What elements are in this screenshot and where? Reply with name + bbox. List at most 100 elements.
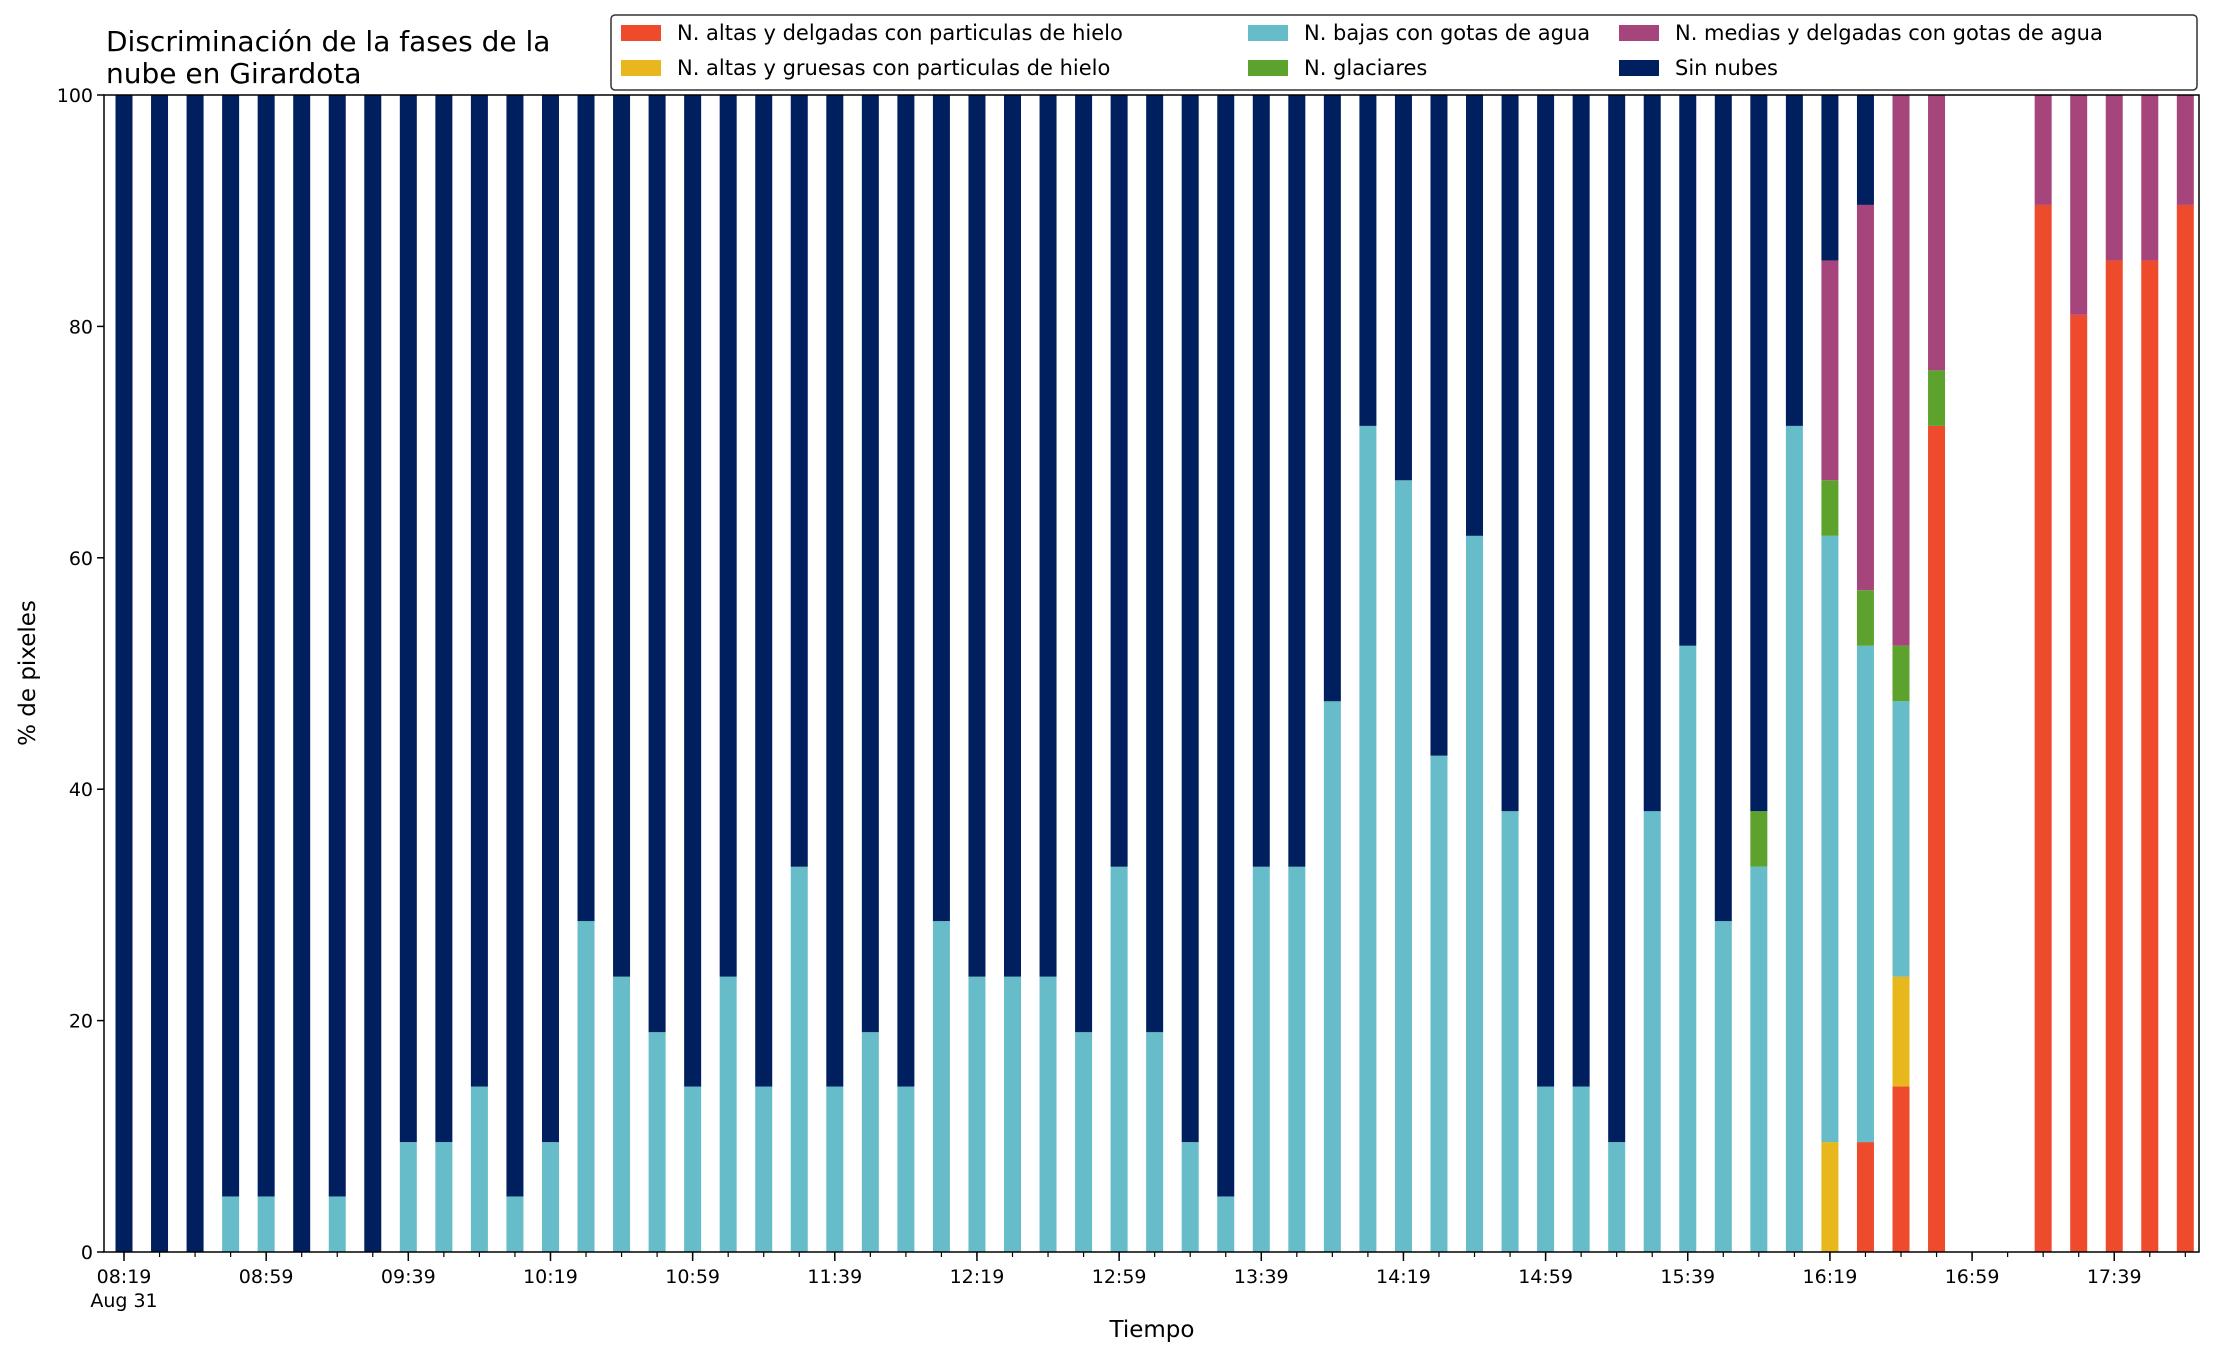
legend-swatch-0 xyxy=(621,25,661,41)
bar-segment-2-37 xyxy=(1430,755,1448,1252)
bar-segment-5-42 xyxy=(1608,95,1626,1143)
x-tick-label-14: 17:39 xyxy=(2087,1266,2142,1288)
bar-segment-2-16 xyxy=(684,1086,702,1252)
bar-segment-0-50 xyxy=(1892,1086,1910,1252)
chart-title-line-1: Discriminación de la fases de la xyxy=(106,25,550,58)
y-axis: 0 20 40 60 80 100 xyxy=(57,85,104,1264)
bar-segment-2-38 xyxy=(1466,535,1484,1252)
bar-segment-5-4 xyxy=(257,95,275,1197)
bar-segment-2-50 xyxy=(1892,701,1910,977)
bar-segment-2-19 xyxy=(790,866,808,1252)
bar-segment-3-50 xyxy=(1892,645,1910,702)
bar-segment-3-49 xyxy=(1856,590,1874,646)
bar-segment-4-56 xyxy=(2105,95,2123,261)
bar-segment-2-27 xyxy=(1075,1032,1093,1252)
legend-label-2: N. bajas con gotas de agua xyxy=(1304,21,1590,45)
bar-segment-2-17 xyxy=(719,976,737,1252)
bar-segment-2-42 xyxy=(1608,1142,1626,1252)
y-tick-label-20: 20 xyxy=(69,1011,93,1033)
plot-frame xyxy=(103,94,2200,1253)
bar-segment-0-57 xyxy=(2141,260,2159,1252)
bar-segment-5-45 xyxy=(1714,95,1732,922)
bar-segment-4-51 xyxy=(1928,95,1946,371)
y-tick-label-0: 0 xyxy=(81,1242,93,1264)
bar-segment-4-50 xyxy=(1892,95,1910,646)
bar-segment-4-57 xyxy=(2141,95,2159,261)
bar-segment-5-24 xyxy=(968,95,986,977)
bar-segment-2-23 xyxy=(932,921,950,1252)
bar-segment-2-46 xyxy=(1750,866,1768,1252)
bar-segment-0-54 xyxy=(2034,204,2052,1252)
bar-segment-2-45 xyxy=(1714,921,1732,1252)
bar-segment-5-38 xyxy=(1466,95,1484,536)
bar-segment-5-21 xyxy=(861,95,879,1033)
bar-segment-0-49 xyxy=(1856,1142,1874,1252)
x-tick-label-6: 12:19 xyxy=(950,1266,1005,1288)
bar-segment-5-28 xyxy=(1110,95,1128,867)
bar-segment-2-43 xyxy=(1643,811,1661,1252)
legend-box xyxy=(610,14,2198,91)
bar-segment-5-1 xyxy=(151,95,169,1252)
bar-segment-2-39 xyxy=(1501,811,1519,1252)
bar-segment-5-33 xyxy=(1288,95,1306,867)
bar-segment-4-55 xyxy=(2070,95,2088,315)
bar-segment-2-20 xyxy=(826,1086,844,1252)
x-tick-label-10: 14:59 xyxy=(1518,1266,1573,1288)
bar-segment-2-40 xyxy=(1537,1086,1555,1252)
bar-segment-2-21 xyxy=(861,1032,879,1252)
bar-segment-5-18 xyxy=(755,95,773,1087)
x-tick-label-1: 08:59 xyxy=(239,1266,294,1288)
bar-segment-5-25 xyxy=(1004,95,1021,977)
bar-segment-3-46 xyxy=(1750,811,1768,867)
bar-segment-4-54 xyxy=(2034,95,2052,205)
bar-segment-2-35 xyxy=(1359,425,1377,1252)
bar-segment-2-47 xyxy=(1785,425,1803,1252)
bar-segment-5-6 xyxy=(328,95,346,1197)
x-tick-label-11: 15:39 xyxy=(1660,1266,1715,1288)
bar-segment-5-15 xyxy=(648,95,666,1033)
x-tick-label-7: 12:59 xyxy=(1092,1266,1147,1288)
chart-title-line-2: nube en Girardota xyxy=(106,57,361,90)
bar-segment-2-44 xyxy=(1679,645,1697,1252)
bar-segment-2-26 xyxy=(1039,976,1057,1252)
bar-segment-5-47 xyxy=(1785,95,1803,426)
bar-segment-5-5 xyxy=(293,95,311,1252)
bar-segment-5-43 xyxy=(1643,95,1661,812)
legend: N. altas y delgadas con particulas de hi… xyxy=(610,14,2198,91)
bar-segment-5-2 xyxy=(186,95,204,1252)
bar-segment-5-23 xyxy=(932,95,950,922)
bar-segment-5-9 xyxy=(435,95,453,1143)
bar-segment-5-29 xyxy=(1146,95,1164,1033)
bar-segment-2-13 xyxy=(577,921,595,1252)
y-tick-label-100: 100 xyxy=(57,85,93,107)
bar-segment-2-4 xyxy=(257,1196,275,1252)
bar-segment-5-13 xyxy=(577,95,595,922)
bar-segment-5-41 xyxy=(1572,95,1590,1087)
legend-swatch-1 xyxy=(621,60,661,76)
bar-segment-2-15 xyxy=(648,1032,666,1252)
bar-segment-2-6 xyxy=(328,1196,346,1252)
x-tick-label-12: 16:19 xyxy=(1803,1266,1858,1288)
bar-segment-2-48 xyxy=(1821,535,1839,1143)
legend-label-0: N. altas y delgadas con particulas de hi… xyxy=(677,21,1123,45)
bar-segment-4-58 xyxy=(2176,95,2194,205)
bar-segment-2-36 xyxy=(1394,480,1412,1252)
bar-segment-0-56 xyxy=(2105,260,2123,1252)
bar-segment-1-48 xyxy=(1821,1142,1839,1252)
bar-segment-2-12 xyxy=(541,1142,559,1252)
bar-segment-5-49 xyxy=(1856,95,1874,205)
bar-segment-5-35 xyxy=(1359,95,1377,426)
y-tick-label-60: 60 xyxy=(69,548,93,570)
y-tick-label-40: 40 xyxy=(69,779,93,801)
bar-segment-5-3 xyxy=(222,95,240,1197)
bar-segment-2-31 xyxy=(1217,1196,1235,1252)
bar-segment-5-30 xyxy=(1181,95,1199,1143)
bar-segment-5-27 xyxy=(1075,95,1093,1033)
x-tick-label-5: 11:39 xyxy=(807,1266,862,1288)
bar-segment-2-14 xyxy=(613,976,631,1252)
bar-segment-2-8 xyxy=(399,1142,417,1252)
y-axis-label: % de pixeles xyxy=(15,600,41,746)
bars xyxy=(115,95,2194,1253)
bar-segment-2-41 xyxy=(1572,1086,1590,1252)
x-tick-label-0: 08:19 xyxy=(97,1266,152,1288)
